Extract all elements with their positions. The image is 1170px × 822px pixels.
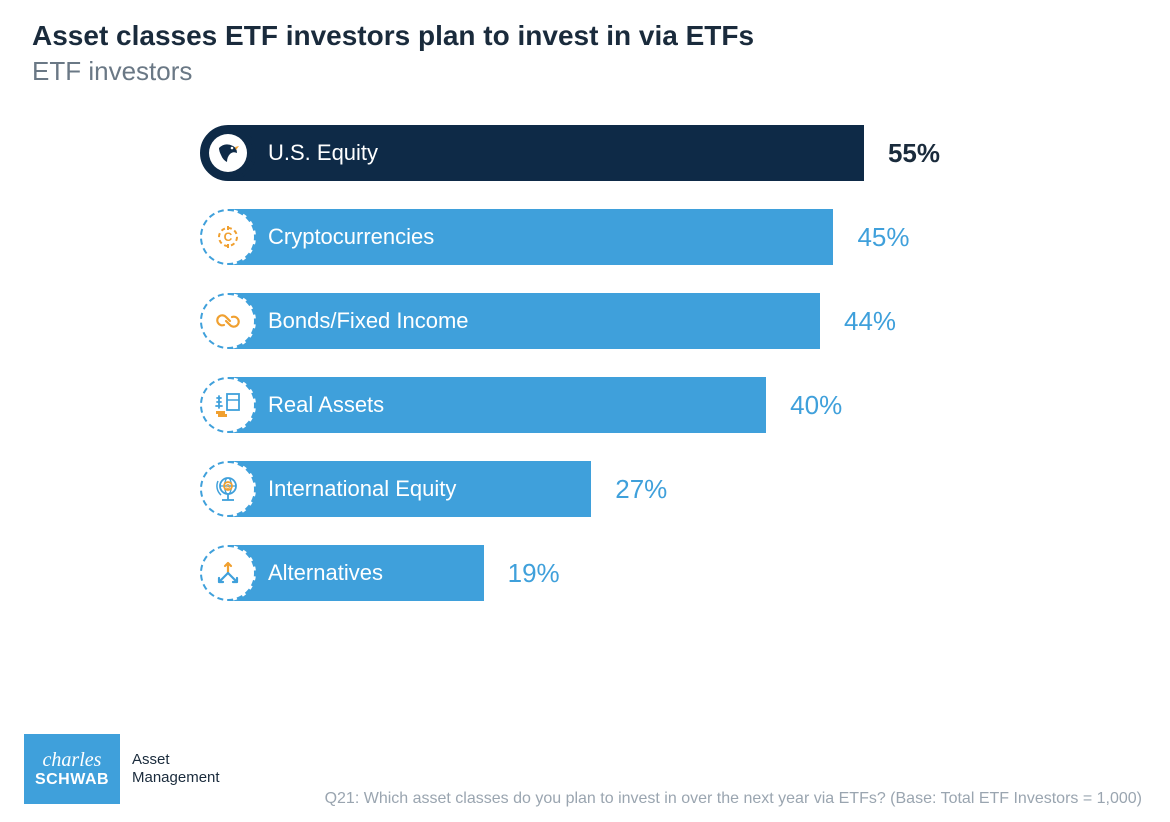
bar: U.S. Equity xyxy=(228,125,864,181)
bar-value: 44% xyxy=(844,306,896,337)
crypto-icon: C xyxy=(200,209,256,265)
bar-label: Real Assets xyxy=(268,392,384,418)
bar-value: 45% xyxy=(857,222,909,253)
header: Asset classes ETF investors plan to inve… xyxy=(0,0,1170,95)
asset-management-label: Asset Management xyxy=(132,751,220,787)
bar-label: U.S. Equity xyxy=(268,140,378,166)
footer-logo-block: charles SCHWAB Asset Management xyxy=(24,734,220,804)
page-title: Asset classes ETF investors plan to inve… xyxy=(32,20,1138,52)
real-assets-icon xyxy=(200,377,256,433)
schwab-logo-top: charles xyxy=(43,750,102,770)
svg-text:$: $ xyxy=(226,484,230,491)
bar-row: Alternatives 19% xyxy=(200,545,940,601)
bar-value: 55% xyxy=(888,138,940,169)
bar: Real Assets xyxy=(228,377,766,433)
bar-label: International Equity xyxy=(268,476,456,502)
bar-label: Cryptocurrencies xyxy=(268,224,434,250)
bar-row: Real Assets 40% xyxy=(200,377,940,433)
bar-chart: U.S. Equity 55% C Cryptocurrencies 45% Bon… xyxy=(0,95,1170,601)
bar: Cryptocurrencies xyxy=(228,209,833,265)
bar-value: 19% xyxy=(508,558,560,589)
globe-icon: $ xyxy=(200,461,256,517)
eagle-icon xyxy=(200,125,256,181)
page-subtitle: ETF investors xyxy=(32,56,1138,87)
bar-row: $ International Equity 27% xyxy=(200,461,940,517)
bar-row: C Cryptocurrencies 45% xyxy=(200,209,940,265)
bar: International Equity xyxy=(228,461,591,517)
svg-text:C: C xyxy=(224,230,233,244)
bar: Alternatives xyxy=(228,545,484,601)
bar-value: 40% xyxy=(790,390,842,421)
bar: Bonds/Fixed Income xyxy=(228,293,820,349)
bar-row: U.S. Equity 55% xyxy=(200,125,940,181)
arrows-icon xyxy=(200,545,256,601)
schwab-logo-bottom: SCHWAB xyxy=(35,772,109,788)
schwab-logo: charles SCHWAB xyxy=(24,734,120,804)
bar-value: 27% xyxy=(615,474,667,505)
bar-label: Bonds/Fixed Income xyxy=(268,308,469,334)
bond-icon xyxy=(200,293,256,349)
bar-label: Alternatives xyxy=(268,560,383,586)
bar-row: Bonds/Fixed Income 44% xyxy=(200,293,940,349)
footnote: Q21: Which asset classes do you plan to … xyxy=(325,790,1142,808)
